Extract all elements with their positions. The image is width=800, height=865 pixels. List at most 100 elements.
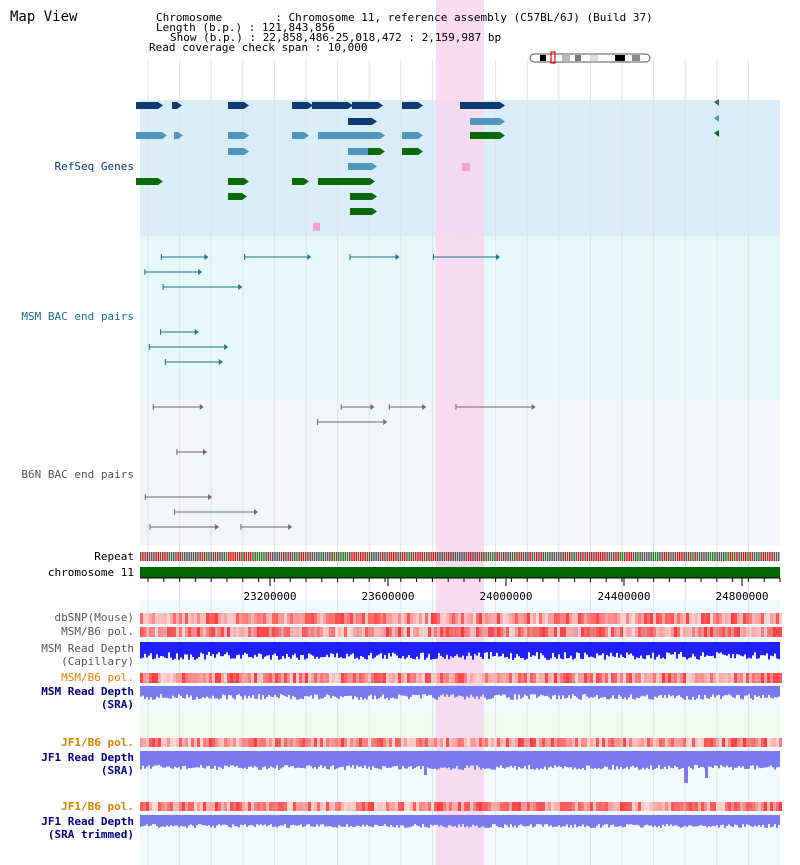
msm-depth-sra-bar xyxy=(582,686,584,695)
msm-depth-capillary-bar xyxy=(272,642,274,655)
msm-depth-capillary-bar xyxy=(700,642,702,656)
msm-depth-capillary-bar xyxy=(578,642,580,654)
jf1-depth-trimmed-bar xyxy=(412,815,414,826)
jf1-depth-sra-bar xyxy=(200,751,202,766)
track-label-refseq[interactable]: RefSeq Genes xyxy=(54,160,134,173)
msm-b6-pol-strip xyxy=(320,673,323,683)
msm-b6-pol-strip xyxy=(542,627,545,637)
msm-b6-pol-strip xyxy=(533,673,536,683)
msm-b6-pol-strip xyxy=(239,673,242,683)
msm-depth-sra-bar xyxy=(366,686,368,700)
jf1-depth-trimmed-bar xyxy=(316,815,318,825)
msm-b6-pol-strip xyxy=(302,673,305,683)
msm-depth-capillary-bar xyxy=(682,642,684,657)
repeat-element xyxy=(340,552,342,561)
msm-b6-pol-strip xyxy=(683,627,686,637)
msm-b6-pol-strip xyxy=(188,673,191,683)
msm-b6-pol-strip xyxy=(155,673,158,683)
jf1-depth-trimmed-bar xyxy=(708,815,710,827)
msm-b6-pol-strip xyxy=(560,627,563,637)
msm-b6-pol-strip xyxy=(428,673,431,683)
jf1-depth-trimmed-bar xyxy=(740,815,742,828)
track-label-msm-bac[interactable]: MSM BAC end pairs xyxy=(21,310,134,323)
msm-b6-pol-strip xyxy=(701,627,704,637)
dbsnp-strip xyxy=(752,613,755,624)
msm-b6-pol-strip xyxy=(143,673,146,683)
msm-depth-sra-bar xyxy=(674,686,676,699)
jf1-depth-sra-bar xyxy=(600,751,602,770)
dbsnp-strip xyxy=(326,613,329,624)
jf1-depth-sra-bar xyxy=(544,751,546,767)
jf1-depth-sra-bar xyxy=(410,751,412,767)
jf1-depth-trimmed-bar xyxy=(154,815,156,825)
jf1-b6-pol-strip xyxy=(440,802,443,811)
msm-depth-capillary-bar xyxy=(718,642,720,654)
jf1-depth-trimmed-bar xyxy=(634,815,636,826)
msm-depth-capillary-bar xyxy=(156,642,158,655)
msm-depth-capillary-bar xyxy=(492,642,494,657)
repeat-element xyxy=(456,552,459,561)
msm-depth-sra-bar xyxy=(606,686,608,700)
msm-depth-sra-bar xyxy=(404,686,406,696)
repeat-element xyxy=(714,552,716,561)
msm-b6-pol-strip xyxy=(707,627,710,637)
jf1-b6-pol-strip xyxy=(341,802,344,811)
msm-depth-capillary-bar xyxy=(694,642,696,657)
msm-depth-sra-bar xyxy=(442,686,444,695)
msm-depth-sra-bar xyxy=(558,686,560,696)
msm-b6-pol-strip xyxy=(776,673,779,683)
jf1-b6-pol-strip xyxy=(227,738,230,747)
msm-depth-sra-bar xyxy=(768,686,770,695)
repeat-element xyxy=(707,552,710,561)
msm-depth-sra-bar xyxy=(436,686,438,700)
track-label-b6n-bac[interactable]: B6N BAC end pairs xyxy=(21,468,134,481)
jf1-b6-pol-strip xyxy=(410,738,413,747)
repeat-element xyxy=(203,552,206,561)
jf1-depth-trimmed-bar xyxy=(304,815,306,827)
repeat-element xyxy=(309,552,311,561)
dbsnp-strip xyxy=(665,613,668,624)
jf1-depth-trimmed-bar xyxy=(234,815,236,826)
msm-depth-sra-bar xyxy=(390,686,392,698)
repeat-element xyxy=(360,552,362,561)
jf1-depth-sra-bar xyxy=(634,751,636,768)
jf1-b6-pol-strip xyxy=(602,802,605,811)
msm-b6-pol-strip xyxy=(233,627,236,637)
jf1-b6-pol-strip xyxy=(365,802,368,811)
msm-depth-capillary-bar xyxy=(176,642,178,654)
jf1-b6-pol-strip xyxy=(398,738,401,747)
msm-b6-pol-strip xyxy=(683,673,686,683)
msm-b6-pol-strip xyxy=(152,673,155,683)
msm-b6-pol-strip xyxy=(443,673,446,683)
msm-depth-sra-bar xyxy=(556,686,558,700)
dbsnp-strip xyxy=(695,613,698,624)
msm-depth-sra-bar xyxy=(144,686,146,700)
msm-depth-capillary-bar xyxy=(218,642,220,653)
msm-depth-capillary-bar xyxy=(422,642,424,653)
msm-b6-pol-strip xyxy=(563,673,566,683)
jf1-b6-pol-strip xyxy=(266,738,269,747)
dbsnp-strip xyxy=(239,613,242,624)
jf1-depth-sra-bar xyxy=(432,751,434,770)
repeat-element xyxy=(197,552,199,561)
repeat-element xyxy=(335,552,338,561)
jf1-b6-pol-strip xyxy=(743,738,746,747)
jf1-b6-pol-strip xyxy=(323,802,326,811)
jf1-depth-sra-bar xyxy=(636,751,638,768)
repeat-element xyxy=(450,552,452,561)
jf1-depth-sra-bar xyxy=(290,751,292,767)
msm-b6-pol-strip xyxy=(677,627,680,637)
repeat-element xyxy=(153,552,155,561)
repeat-element xyxy=(412,552,415,561)
jf1-depth-trimmed-bar xyxy=(322,815,324,825)
track-label-sra-2: (SRA) xyxy=(100,764,134,777)
jf1-depth-sra-bar xyxy=(292,751,294,767)
msm-depth-sra-bar xyxy=(660,686,662,695)
jf1-b6-pol-strip xyxy=(416,738,419,747)
jf1-b6-pol-strip xyxy=(245,802,248,811)
msm-b6-pol-strip xyxy=(737,673,740,683)
msm-depth-sra-bar xyxy=(342,686,344,698)
msm-depth-capillary-bar xyxy=(528,642,530,653)
msm-depth-capillary-bar xyxy=(622,642,624,657)
jf1-b6-pol-strip xyxy=(473,738,476,747)
